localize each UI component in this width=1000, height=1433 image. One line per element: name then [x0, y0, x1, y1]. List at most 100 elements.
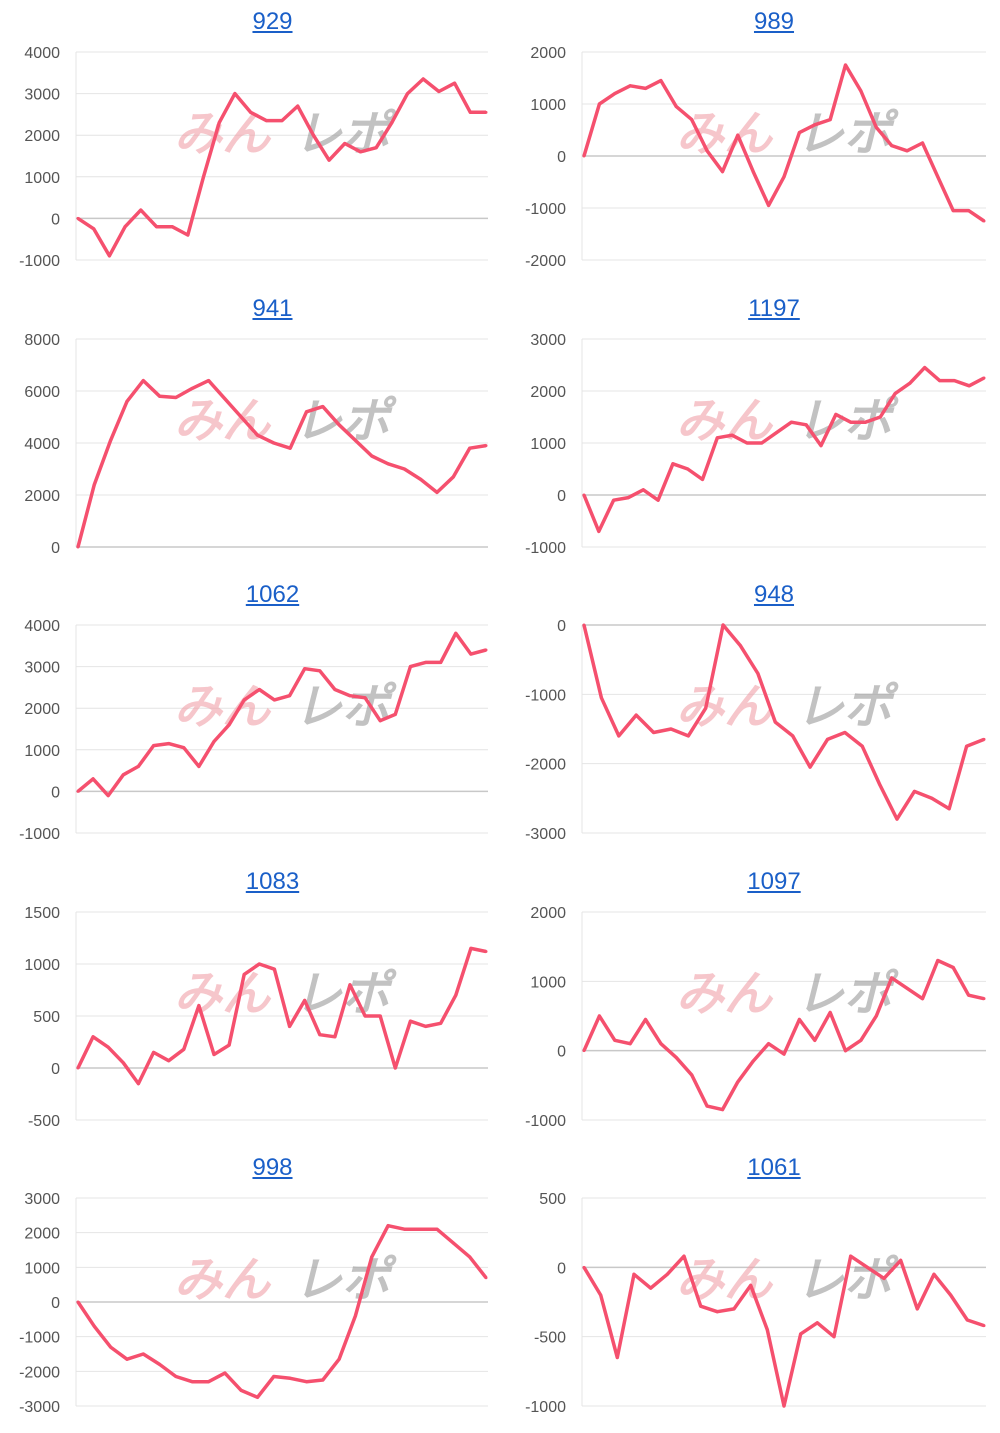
- chart-title-link[interactable]: 998: [252, 1154, 293, 1182]
- data-point: [424, 661, 428, 665]
- data-point: [819, 443, 823, 447]
- chart-title-link[interactable]: 1197: [748, 294, 800, 322]
- data-point: [760, 441, 764, 445]
- data-point: [652, 731, 656, 735]
- data-point: [257, 962, 261, 966]
- data-point: [613, 92, 617, 96]
- data-point: [597, 1014, 601, 1018]
- watermark-logo: みん: [174, 1254, 272, 1307]
- watermark-logo: レポ: [294, 681, 397, 734]
- y-tick-label: 0: [51, 1295, 60, 1312]
- data-point: [682, 1255, 686, 1259]
- data-point: [321, 404, 325, 408]
- data-point: [484, 949, 488, 953]
- data-point: [656, 498, 660, 502]
- chart-title-link[interactable]: 941: [252, 294, 293, 322]
- y-tick-label: 2000: [530, 45, 566, 62]
- y-tick-label: 0: [51, 785, 60, 802]
- y-tick-label: 2000: [530, 384, 566, 401]
- data-point: [288, 1024, 292, 1028]
- y-tick-label: -1000: [19, 1330, 60, 1347]
- data-point: [424, 1024, 428, 1028]
- data-point: [949, 1293, 953, 1297]
- data-point: [76, 1300, 80, 1304]
- data-point: [402, 1228, 406, 1232]
- data-point: [109, 1345, 113, 1349]
- data-point: [378, 1014, 382, 1018]
- data-point: [468, 446, 472, 450]
- y-tick-label: 3000: [24, 87, 60, 104]
- data-point: [965, 1318, 969, 1322]
- data-point: [905, 986, 909, 990]
- chart-title-link[interactable]: 1097: [747, 867, 801, 895]
- chart-title-link[interactable]: 929: [252, 8, 293, 35]
- y-tick-label: 1000: [530, 974, 566, 991]
- data-point: [920, 996, 924, 1000]
- data-point: [705, 149, 709, 153]
- data-point: [982, 219, 986, 223]
- data-point: [874, 1014, 878, 1018]
- chart-title-link[interactable]: 1083: [245, 867, 300, 895]
- y-tick-label: 3000: [24, 660, 60, 677]
- data-point: [239, 1389, 243, 1393]
- chart-998: 998 -3000 -2000 -1000 0 1000 2000 3000 みん レポ: [0, 1146, 500, 1433]
- data-point: [327, 158, 331, 162]
- data-point: [967, 993, 971, 997]
- data-point: [256, 1396, 260, 1400]
- y-tick-label: -500: [28, 1113, 60, 1130]
- data-point: [439, 1021, 443, 1025]
- data-point: [641, 487, 645, 491]
- data-point: [107, 254, 111, 258]
- data-point: [76, 545, 80, 549]
- data-point: [791, 734, 795, 738]
- data-point: [767, 203, 771, 207]
- y-tick-label: 1000: [24, 743, 60, 760]
- data-point: [272, 698, 276, 702]
- series-line: [582, 623, 985, 822]
- data-point: [628, 84, 632, 88]
- data-point: [321, 1378, 325, 1382]
- data-point: [720, 170, 724, 174]
- watermark-logo: みん: [676, 968, 774, 1021]
- chart-948: 948 -3000 -2000 -1000 0 みん レポ: [500, 573, 1000, 860]
- data-point: [828, 1010, 832, 1014]
- data-point: [249, 110, 253, 114]
- data-point: [899, 1259, 903, 1263]
- data-point: [644, 1017, 648, 1021]
- data-point: [141, 1352, 145, 1356]
- data-point: [125, 399, 129, 403]
- data-point: [296, 104, 300, 108]
- data-point: [843, 731, 847, 735]
- data-point: [690, 1073, 694, 1077]
- data-point: [582, 1266, 586, 1270]
- y-tick-label: 2000: [24, 701, 60, 718]
- data-point: [154, 225, 158, 229]
- watermark-logo: レポ: [294, 1254, 397, 1307]
- data-point: [582, 493, 586, 497]
- chart-title-link[interactable]: 1061: [747, 1154, 801, 1182]
- data-point: [828, 118, 832, 122]
- series-line: [76, 1224, 488, 1400]
- data-point: [91, 777, 95, 781]
- data-point: [139, 208, 143, 212]
- data-point: [745, 441, 749, 445]
- data-point: [965, 745, 969, 749]
- data-point: [982, 738, 986, 742]
- data-point: [121, 1061, 125, 1065]
- chart-svg: 0 2000 4000 6000 8000 みん レポ: [24, 332, 488, 557]
- data-point: [920, 141, 924, 145]
- data-point: [333, 1035, 337, 1039]
- data-point: [303, 667, 307, 671]
- data-point: [582, 1048, 586, 1052]
- chart-title-link[interactable]: 1062: [245, 581, 300, 609]
- chart-title-link[interactable]: 948: [753, 581, 795, 609]
- data-point: [890, 976, 894, 980]
- series-line: [582, 1254, 985, 1409]
- data-point: [197, 765, 201, 769]
- chart-1197: 1197 -1000 0 1000 2000 3000 みん レポ: [500, 287, 1000, 574]
- data-point: [597, 102, 601, 106]
- chart-title-link[interactable]: 989: [753, 8, 795, 35]
- data-point: [863, 420, 867, 424]
- y-tick-label: 2000: [24, 128, 60, 145]
